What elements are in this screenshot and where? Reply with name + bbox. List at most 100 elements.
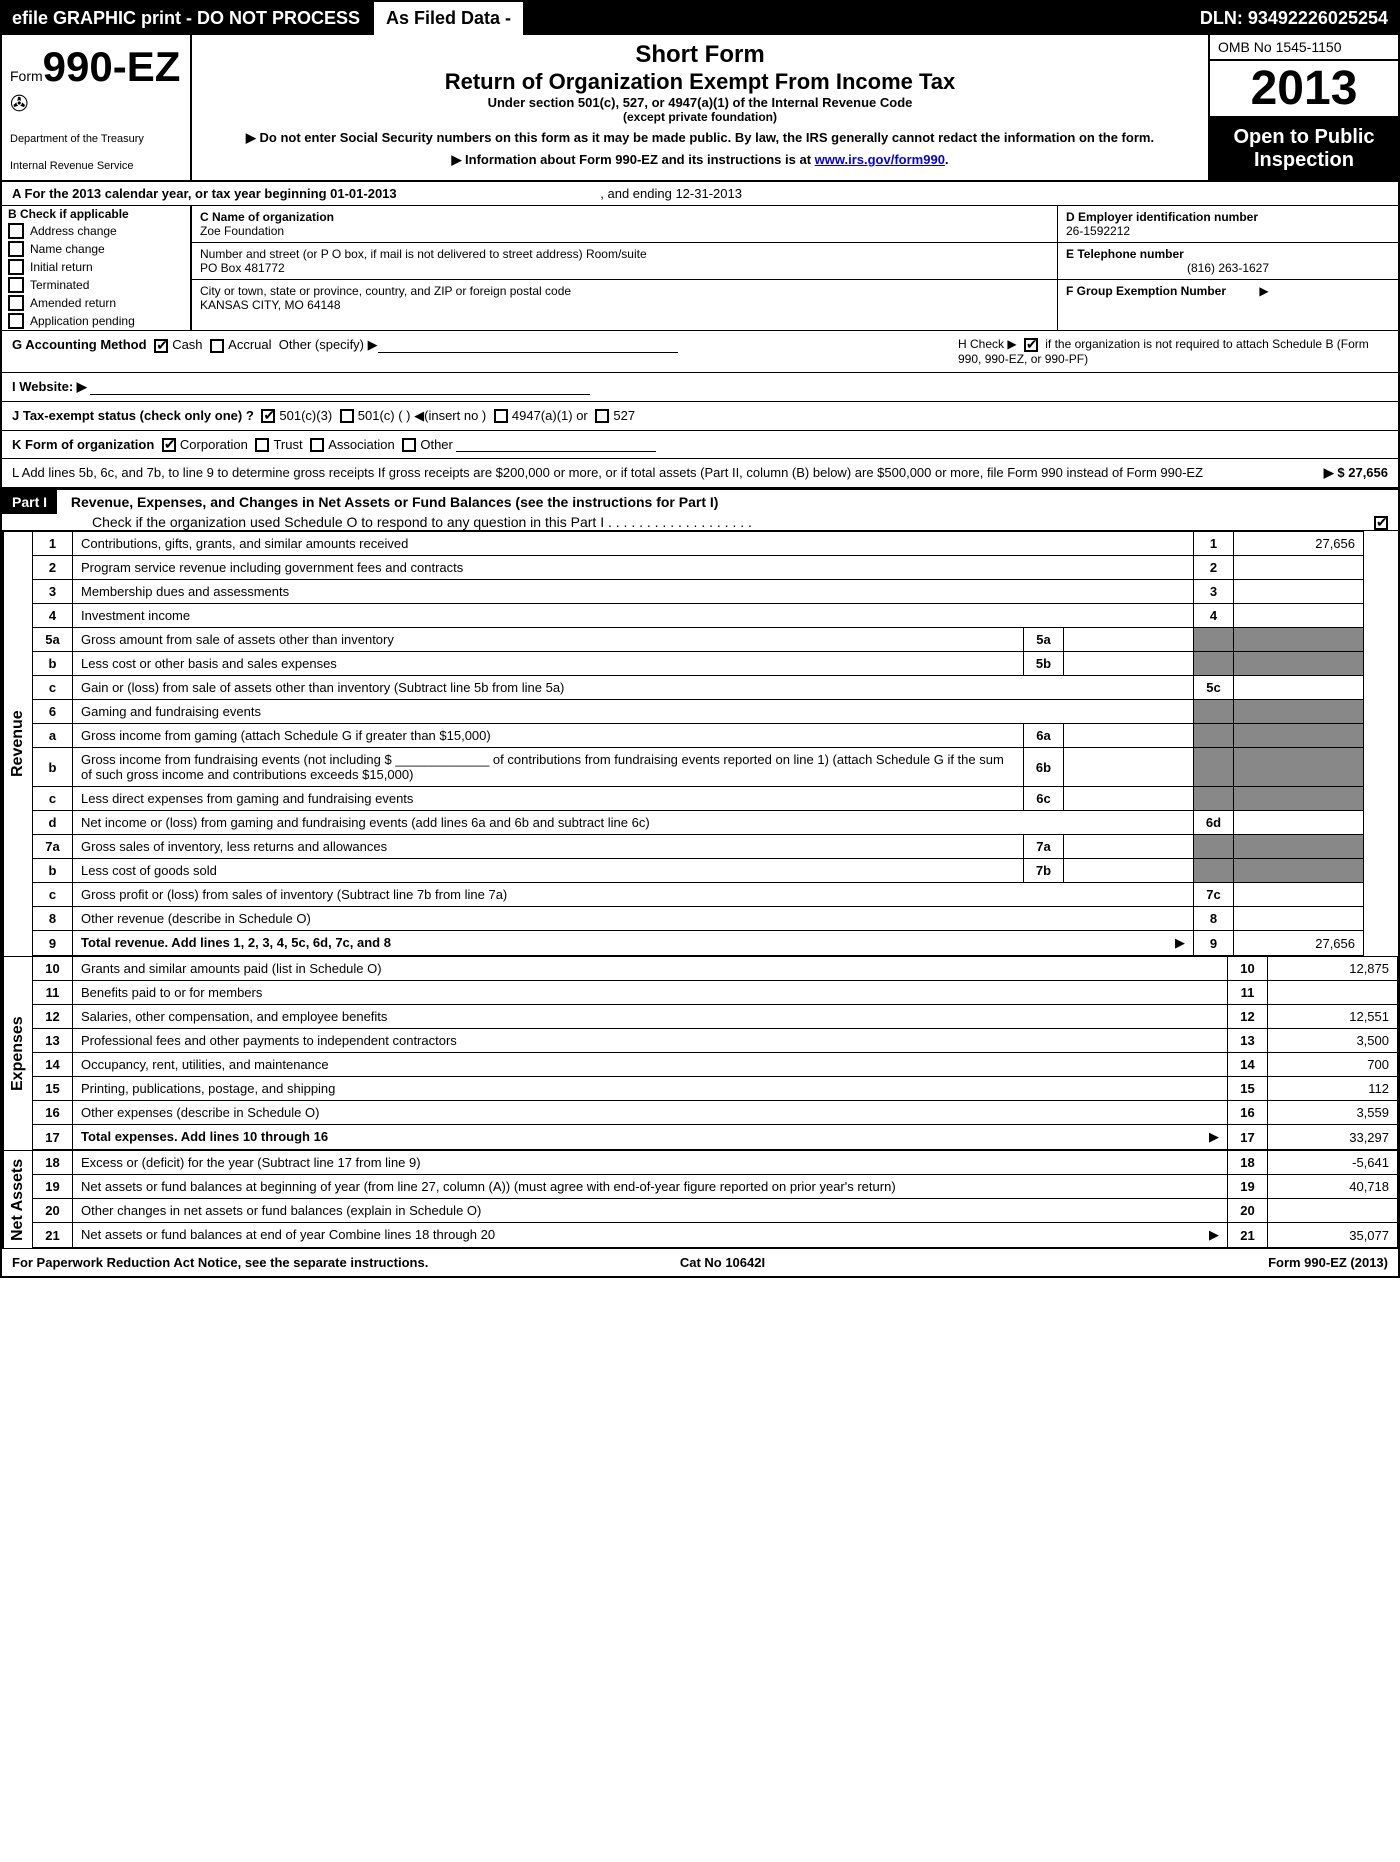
- right-number: 19: [1228, 1175, 1268, 1199]
- grey-cell: [1194, 724, 1234, 748]
- footer-left: For Paperwork Reduction Act Notice, see …: [12, 1255, 428, 1270]
- revenue-table: 1Contributions, gifts, grants, and simil…: [32, 531, 1364, 956]
- checkbox-accrual-icon[interactable]: [210, 339, 224, 353]
- checkbox-cash-icon[interactable]: [154, 339, 168, 353]
- grey-cell: [1234, 748, 1364, 787]
- checkbox-assoc-icon[interactable]: [310, 438, 324, 452]
- checkbox-501c-icon[interactable]: [340, 409, 354, 423]
- checkbox-icon[interactable]: [8, 295, 24, 311]
- mid-amount: [1064, 724, 1194, 748]
- line-number: 4: [33, 604, 73, 628]
- line-text: Gaming and fundraising events: [73, 700, 1194, 724]
- line-amount: [1234, 676, 1364, 700]
- grey-cell: [1194, 628, 1234, 652]
- irs-link[interactable]: www.irs.gov/form990: [815, 152, 945, 167]
- checkbox-527-icon[interactable]: [595, 409, 609, 423]
- mid-amount: [1064, 787, 1194, 811]
- j-c: 4947(a)(1) or: [512, 408, 588, 423]
- right-number: 1: [1194, 532, 1234, 556]
- right-number: 6d: [1194, 811, 1234, 835]
- line-text: Excess or (deficit) for the year (Subtra…: [73, 1151, 1228, 1175]
- dln-label: DLN: 93492226025254: [1190, 2, 1398, 35]
- line-row: 5aGross amount from sale of assets other…: [33, 628, 1364, 652]
- checkbox-other-icon[interactable]: [402, 438, 416, 452]
- row-j: J Tax-exempt status (check only one) ? 5…: [2, 402, 1398, 431]
- line-row: cGain or (loss) from sale of assets othe…: [33, 676, 1364, 700]
- grey-cell: [1234, 787, 1364, 811]
- l-amt: ▶ $ 27,656: [1228, 465, 1388, 481]
- g-label: G Accounting Method: [12, 337, 147, 352]
- cb-name-change: Name change: [2, 240, 190, 258]
- line-text: Investment income: [73, 604, 1194, 628]
- mid-number: 5a: [1024, 628, 1064, 652]
- org-city-lbl: City or town, state or province, country…: [200, 284, 571, 298]
- col-d: D Employer identification number 26-1592…: [1058, 206, 1398, 330]
- checkbox-h-icon[interactable]: [1024, 338, 1038, 352]
- line-text: Less cost of goods sold: [73, 859, 1024, 883]
- checkbox-corp-icon[interactable]: [162, 438, 176, 452]
- line-number: 9: [33, 931, 73, 956]
- checkbox-501c3-icon[interactable]: [261, 409, 275, 423]
- line-row: 12Salaries, other compensation, and empl…: [33, 1005, 1398, 1029]
- line-number: 1: [33, 532, 73, 556]
- tel-val: (816) 263-1627: [1066, 261, 1390, 275]
- line-text: Other expenses (describe in Schedule O): [73, 1101, 1228, 1125]
- grey-cell: [1194, 652, 1234, 676]
- grey-cell: [1234, 628, 1364, 652]
- line-row: bGross income from fundraising events (n…: [33, 748, 1364, 787]
- checkbox-trust-icon[interactable]: [255, 438, 269, 452]
- header-left: Form990-EZ ✇ Department of the Treasury …: [2, 35, 192, 180]
- topbar: efile GRAPHIC print - DO NOT PROCESS As …: [2, 2, 1398, 35]
- right-number: 4: [1194, 604, 1234, 628]
- ein-lbl: D Employer identification number: [1066, 210, 1258, 224]
- checkbox-icon[interactable]: [8, 223, 24, 239]
- ein-val: 26-1592212: [1066, 224, 1130, 238]
- cb-amended: Amended return: [2, 294, 190, 312]
- info-note-pre: ▶ Information about Form 990-EZ and its …: [451, 152, 814, 167]
- line-number: 11: [33, 981, 73, 1005]
- line-text: Other revenue (describe in Schedule O): [73, 907, 1194, 931]
- org-street: PO Box 481772: [200, 261, 285, 275]
- dept-irs: Internal Revenue Service: [10, 160, 182, 172]
- row-a: A For the 2013 calendar year, or tax yea…: [2, 182, 1398, 206]
- checkbox-scho-icon[interactable]: [1374, 516, 1388, 530]
- g-other: Other (specify) ▶: [279, 337, 378, 352]
- right-number: 8: [1194, 907, 1234, 931]
- open-l2: Inspection: [1254, 149, 1354, 171]
- line-row: 21Net assets or fund balances at end of …: [33, 1223, 1398, 1248]
- grey-cell: [1194, 748, 1234, 787]
- line-row: 13Professional fees and other payments t…: [33, 1029, 1398, 1053]
- line-row: 7aGross sales of inventory, less returns…: [33, 835, 1364, 859]
- col-c: C Name of organization Zoe Foundation Nu…: [192, 206, 1058, 330]
- revenue-block: Revenue 1Contributions, gifts, grants, a…: [2, 531, 1364, 956]
- line-number: 20: [33, 1199, 73, 1223]
- line-row: 18Excess or (deficit) for the year (Subt…: [33, 1151, 1398, 1175]
- side-revenue: Revenue: [2, 531, 32, 956]
- line-amount: 3,559: [1268, 1101, 1398, 1125]
- line-amount: [1234, 883, 1364, 907]
- checkbox-4947-icon[interactable]: [494, 409, 508, 423]
- k-blank: [456, 438, 656, 452]
- right-number: 14: [1228, 1053, 1268, 1077]
- right-number: 21: [1228, 1223, 1268, 1248]
- part1-title: Revenue, Expenses, and Changes in Net As…: [61, 490, 729, 514]
- checkbox-icon[interactable]: [8, 277, 24, 293]
- mid-number: 6b: [1024, 748, 1064, 787]
- checkbox-icon[interactable]: [8, 259, 24, 275]
- line-number: 8: [33, 907, 73, 931]
- line-amount: [1234, 604, 1364, 628]
- form-prefix: Form: [10, 68, 43, 84]
- line-row: bLess cost or other basis and sales expe…: [33, 652, 1364, 676]
- line-text: Net assets or fund balances at end of ye…: [73, 1223, 1228, 1248]
- block-bcdef: B Check if applicable Address change Nam…: [2, 206, 1398, 331]
- checkbox-icon[interactable]: [8, 241, 24, 257]
- line-amount: 27,656: [1234, 931, 1364, 956]
- checkbox-icon[interactable]: [8, 313, 24, 329]
- h-post: if the organization is not required to a…: [958, 337, 1369, 366]
- line-amount: 3,500: [1268, 1029, 1398, 1053]
- arrow-icon: ▶: [1175, 935, 1185, 951]
- line-number: 21: [33, 1223, 73, 1248]
- ein-block: D Employer identification number 26-1592…: [1058, 206, 1398, 243]
- expenses-table: 10Grants and similar amounts paid (list …: [32, 956, 1398, 1150]
- expenses-block: Expenses 10Grants and similar amounts pa…: [2, 956, 1398, 1150]
